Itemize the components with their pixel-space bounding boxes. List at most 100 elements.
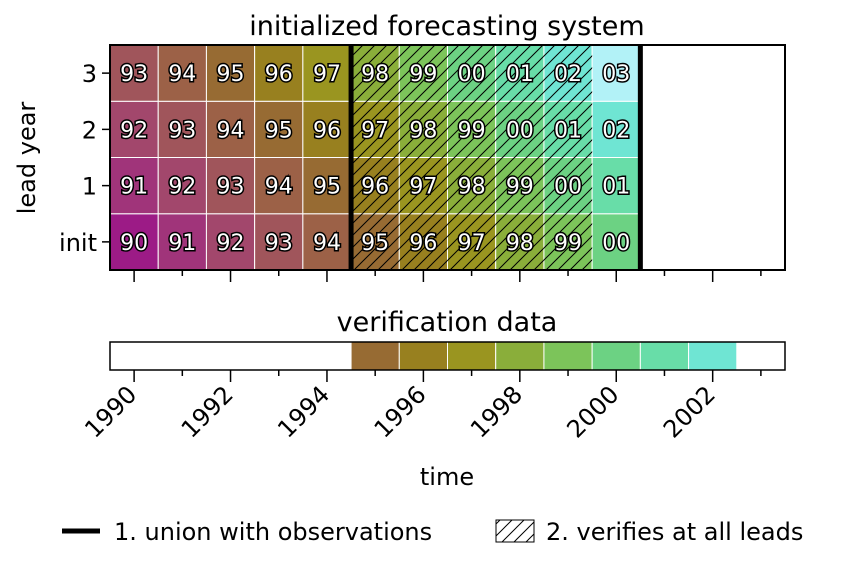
cell-label: 95	[361, 231, 389, 256]
heatmap-cell	[157, 213, 207, 271]
cell-label: 02	[602, 118, 630, 143]
verification-cell	[639, 341, 690, 371]
cell-label: 96	[265, 62, 293, 87]
hatch-cell	[399, 157, 448, 214]
cell-label: 99	[458, 118, 486, 143]
y-tick-label: 2	[82, 116, 97, 144]
cell-label: 96	[313, 118, 341, 143]
cell-label: 92	[120, 118, 148, 143]
hatch-cell	[495, 101, 544, 158]
cell-label: 99	[409, 62, 437, 87]
x-tick-label: 2002	[658, 380, 721, 443]
hatch-cell	[543, 101, 593, 158]
heatmap-cell	[302, 100, 352, 158]
hatch-cell	[399, 45, 448, 102]
hatch-cell	[495, 213, 544, 270]
y-tick-label: 1	[82, 173, 97, 201]
cell-label: 98	[409, 118, 437, 143]
legend: 1. union with observations 2. verifies a…	[62, 518, 803, 546]
cell-label: 03	[602, 62, 630, 87]
cell-label: 97	[361, 118, 389, 143]
cell-label: 91	[168, 231, 196, 256]
cell-label: 95	[217, 62, 245, 87]
cell-label: 00	[602, 231, 630, 256]
cell-label: 98	[361, 62, 389, 87]
cell-label: 94	[313, 231, 341, 256]
hatch-cell	[495, 157, 544, 214]
cell-label: 92	[168, 175, 196, 200]
y-tick-label: 3	[82, 60, 97, 88]
heatmap-cell	[109, 157, 159, 215]
hatch-cell	[351, 45, 400, 102]
cell-label: 00	[506, 118, 534, 143]
hatch-cell	[447, 101, 496, 158]
cell-label: 99	[554, 231, 582, 256]
chart-title: initialized forecasting system	[249, 11, 644, 42]
cell-label: 93	[120, 62, 148, 87]
cell-label: 93	[168, 118, 196, 143]
heatmap-cell	[109, 44, 159, 102]
heatmap-cell	[205, 100, 256, 158]
legend-hatch-marker	[495, 519, 535, 543]
heatmap-cell	[109, 100, 159, 158]
cell-label: 01	[602, 175, 630, 200]
hatch-cell	[495, 45, 544, 102]
cell-label: 96	[409, 231, 437, 256]
verification-cell	[688, 341, 738, 371]
hatch-cell	[447, 157, 496, 214]
legend-hatch-label: 2. verifies at all leads	[546, 518, 803, 546]
verification-cell	[447, 341, 497, 371]
heatmap-cell	[302, 157, 352, 215]
cell-label: 02	[554, 62, 582, 87]
hatch-cell	[399, 101, 448, 158]
cell-label: 93	[265, 231, 293, 256]
hatch-cell	[351, 213, 400, 270]
heatmap-cell	[157, 44, 207, 102]
verification-cell	[543, 341, 593, 371]
cell-label: 99	[506, 175, 534, 200]
cell-label: 94	[265, 175, 293, 200]
hatch-cell	[543, 157, 593, 214]
x-tick-label: 1990	[79, 380, 142, 443]
cell-label: 91	[120, 175, 148, 200]
cell-label: 96	[361, 175, 389, 200]
hatch-cell	[543, 213, 593, 270]
cell-label: 97	[458, 231, 486, 256]
verification-cell	[495, 341, 545, 371]
hatch-cell	[351, 101, 400, 158]
cell-label: 98	[506, 231, 534, 256]
cell-label: 92	[217, 231, 245, 256]
cell-label: 93	[217, 175, 245, 200]
heatmap-cell	[205, 44, 256, 102]
x-tick-label: 1996	[369, 380, 432, 443]
cell-label: 94	[168, 62, 196, 87]
cell-label: 98	[458, 175, 486, 200]
x-tick-label: 2000	[562, 380, 625, 443]
hatch-cell	[447, 45, 496, 102]
cell-label: 00	[458, 62, 486, 87]
cell-label: 01	[506, 62, 534, 87]
heatmap-cell	[109, 213, 159, 271]
verification-title: verification data	[337, 307, 558, 338]
cell-label: 97	[409, 175, 437, 200]
hatch-cell	[543, 45, 593, 102]
cell-label: 95	[313, 175, 341, 200]
heatmap-cell	[157, 157, 207, 215]
y-tick-label: init	[59, 229, 97, 257]
hatch-cell	[447, 213, 496, 270]
hatch-cell	[399, 213, 448, 270]
cell-label: 94	[217, 118, 245, 143]
hatch-cell	[351, 157, 400, 214]
verification-cell	[398, 341, 448, 371]
cell-label: 00	[554, 175, 582, 200]
verification-panel-frame	[109, 341, 786, 371]
cell-label: 95	[265, 118, 293, 143]
y-axis-label: lead year	[13, 102, 41, 215]
cell-label: 01	[554, 118, 582, 143]
heatmap-cell	[302, 44, 352, 102]
legend-union-label: 1. union with observations	[114, 518, 432, 546]
cell-label: 90	[120, 231, 148, 256]
x-tick-label: 1994	[272, 380, 335, 443]
cell-label: 97	[313, 62, 341, 87]
